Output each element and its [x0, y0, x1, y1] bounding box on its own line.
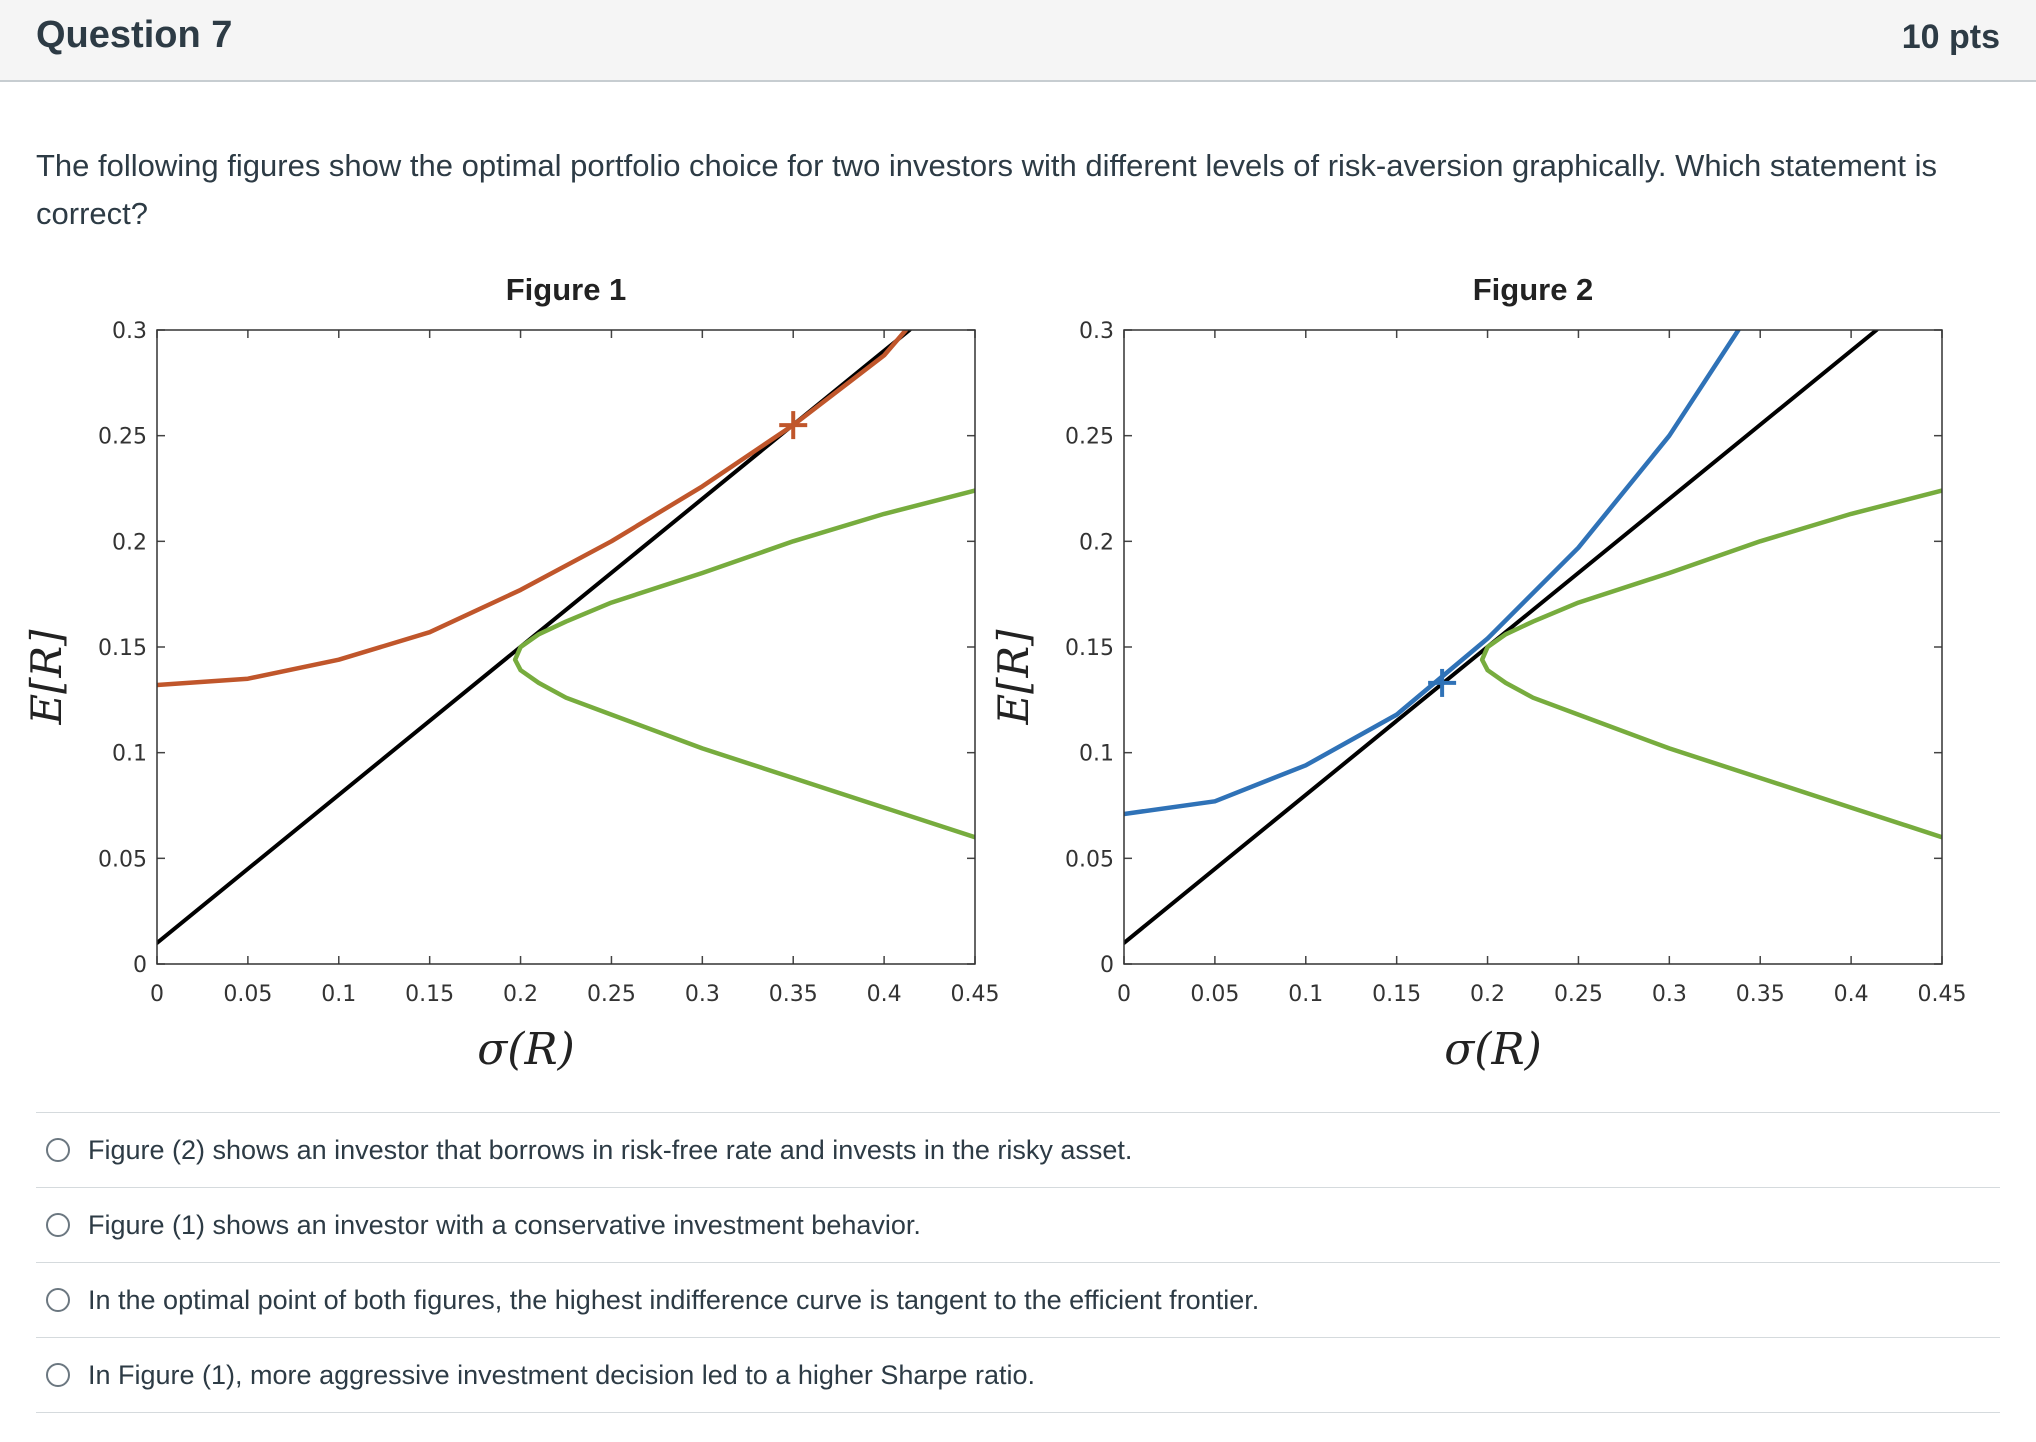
portfolio-figures: Figure 1 0 0.05 0.1 0.15 0.2 0.25 0.3 0.35 0.4 0.4… — [22, 272, 1966, 1075]
x-tick-label: 0.4 — [1834, 982, 1869, 1007]
x-tick-label: 0.45 — [951, 982, 1000, 1007]
chart-panel-1: Figure 1 0 0.05 0.1 0.15 0.2 0.25 0.3 0.35 0.4 0.4… — [22, 272, 999, 1075]
x-tick-label: 0.05 — [223, 982, 272, 1007]
x-tick-label: 0.15 — [1372, 982, 1421, 1007]
series-line-2 — [157, 330, 909, 688]
y-tick-label: 0.05 — [98, 847, 147, 872]
y-tick-label: 0.15 — [1065, 636, 1114, 661]
answer-label: In Figure (1), more aggressive investmen… — [88, 1359, 1035, 1390]
optimum-marker — [779, 411, 808, 440]
answer-label: Figure (1) shows an investor with a cons… — [88, 1209, 921, 1240]
y-tick-label: 0.05 — [1065, 847, 1114, 872]
y-tick-label: 0.3 — [112, 319, 147, 344]
x-tick-label: 0.2 — [503, 982, 538, 1007]
series-group — [157, 330, 975, 945]
series-line-3 — [512, 488, 975, 840]
x-tick-label: 0.1 — [1288, 982, 1323, 1007]
y-tick-label: 0.15 — [98, 636, 147, 661]
question-points: 10 pts — [1901, 18, 2000, 56]
answer-option-3[interactable]: In the optimal point of both figures, th… — [36, 1263, 2000, 1338]
x-tick-label: 0 — [150, 982, 164, 1007]
answer-option-1[interactable]: Figure (2) shows an investor that borrow… — [36, 1113, 2000, 1188]
x-tick-label: 0.35 — [1736, 982, 1785, 1007]
x-tick-label: 0.2 — [1470, 982, 1505, 1007]
y-tick-label: 0.1 — [1079, 742, 1114, 767]
y-tick-label: 0 — [133, 953, 147, 978]
y-tick-label: 0 — [1100, 953, 1114, 978]
radio-button[interactable] — [46, 1213, 70, 1237]
question-text: The following figures show the optimal p… — [36, 148, 1938, 231]
x-tick-label: 0.05 — [1190, 982, 1239, 1007]
answer-label: Figure (2) shows an investor that borrow… — [88, 1134, 1133, 1165]
x-tick-label: 0.3 — [685, 982, 720, 1007]
y-tick-label: 0.1 — [112, 742, 147, 767]
plot-area — [1123, 329, 1943, 965]
y-axis-label: E[R] — [989, 629, 1038, 726]
answer-label: In the optimal point of both figures, th… — [88, 1284, 1260, 1315]
x-tick-label: 0 — [1117, 982, 1131, 1007]
series-line-3 — [1479, 488, 1942, 840]
x-tick-label: 0.25 — [1554, 982, 1603, 1007]
answer-list: Figure (2) shows an investor that borrow… — [36, 1112, 2000, 1413]
x-tick-label: 0.1 — [321, 982, 356, 1007]
y-tick-label: 0.2 — [1079, 530, 1114, 555]
plot-area — [156, 329, 976, 965]
x-axis-label: σ(R) — [1444, 1024, 1542, 1075]
question-title: Question 7 — [36, 14, 233, 56]
x-tick-label: 0.3 — [1652, 982, 1687, 1007]
x-tick-label: 0.25 — [587, 982, 636, 1007]
y-tick-label: 0.2 — [112, 530, 147, 555]
x-axis-label: σ(R) — [477, 1024, 575, 1075]
answer-option-2[interactable]: Figure (1) shows an investor with a cons… — [36, 1188, 2000, 1263]
chart-title: Figure 1 — [506, 272, 627, 307]
radio-button[interactable] — [46, 1288, 70, 1312]
question-header: Question 7 10 pts — [0, 0, 2036, 82]
y-tick-label: 0.3 — [1079, 319, 1114, 344]
chart-title: Figure 2 — [1473, 272, 1594, 307]
answer-option-4[interactable]: In Figure (1), more aggressive investmen… — [36, 1338, 2000, 1413]
y-tick-label: 0.25 — [1065, 425, 1114, 450]
series-group — [1124, 330, 1942, 945]
y-axis-label: E[R] — [22, 629, 71, 726]
radio-button[interactable] — [46, 1363, 70, 1387]
radio-button[interactable] — [46, 1138, 70, 1162]
optimum-marker — [1428, 668, 1457, 697]
x-tick-label: 0.4 — [867, 982, 902, 1007]
x-tick-label: 0.35 — [769, 982, 818, 1007]
chart-panel-2: Figure 2 0 0.05 0.1 0.15 0.2 0.25 0.3 0.35 0.4 0.4… — [989, 272, 1966, 1075]
x-tick-label: 0.15 — [405, 982, 454, 1007]
x-tick-label: 0.45 — [1918, 982, 1967, 1007]
y-tick-label: 0.25 — [98, 425, 147, 450]
